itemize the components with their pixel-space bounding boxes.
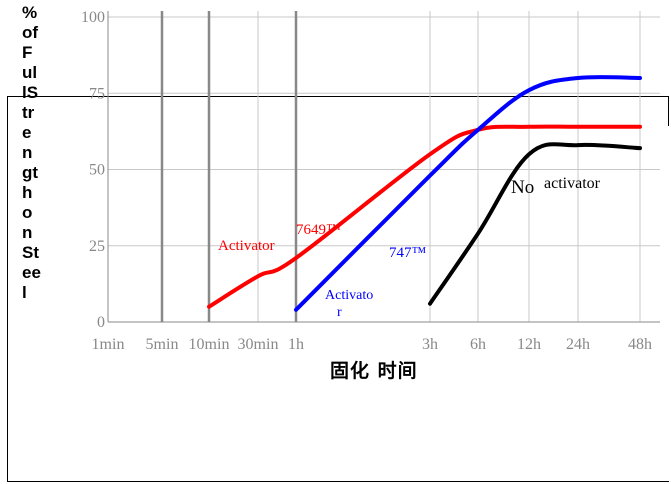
y-tick-label: 25 (89, 238, 105, 255)
y-tick-label: 50 (89, 162, 105, 179)
x-tick-label: 24h (566, 336, 590, 353)
x-tick-label: 6h (470, 336, 486, 353)
annotation-label: Activator (218, 238, 275, 254)
x-tick-label: 1h (288, 336, 304, 353)
y-axis-label: % of F ul lS tr e n gt h o n St ee l (22, 3, 41, 302)
annotation-label: activator (544, 175, 601, 192)
annotation-label: 7649™ (296, 222, 341, 238)
y-tick-label: 75 (89, 85, 105, 102)
frame-right-line (668, 96, 669, 126)
frame-top-line (7, 96, 669, 97)
frame-left-line (7, 96, 8, 482)
annotation-label: No (511, 177, 534, 198)
x-tick-label: 30min (238, 336, 279, 353)
series-line-black (428, 142, 642, 306)
x-tick-label: 10min (189, 336, 230, 353)
x-tick-label: 3h (422, 336, 438, 353)
series-line-blue (294, 75, 642, 312)
y-tick-label: 0 (97, 314, 105, 331)
annotation-label: 747™ (389, 245, 427, 261)
frame-bottom-line (7, 481, 669, 482)
x-axis-label: 固化 时间 (330, 360, 418, 382)
x-tick-label: 1min (92, 336, 125, 353)
x-tick-label: 48h (628, 336, 652, 353)
annotation-label: Activato (325, 288, 373, 303)
y-tick-label: 100 (81, 9, 105, 26)
x-tick-label: 12h (517, 336, 541, 353)
annotation-label: r (337, 305, 342, 320)
x-tick-label: 5min (146, 336, 179, 353)
series-line-red (207, 124, 642, 309)
